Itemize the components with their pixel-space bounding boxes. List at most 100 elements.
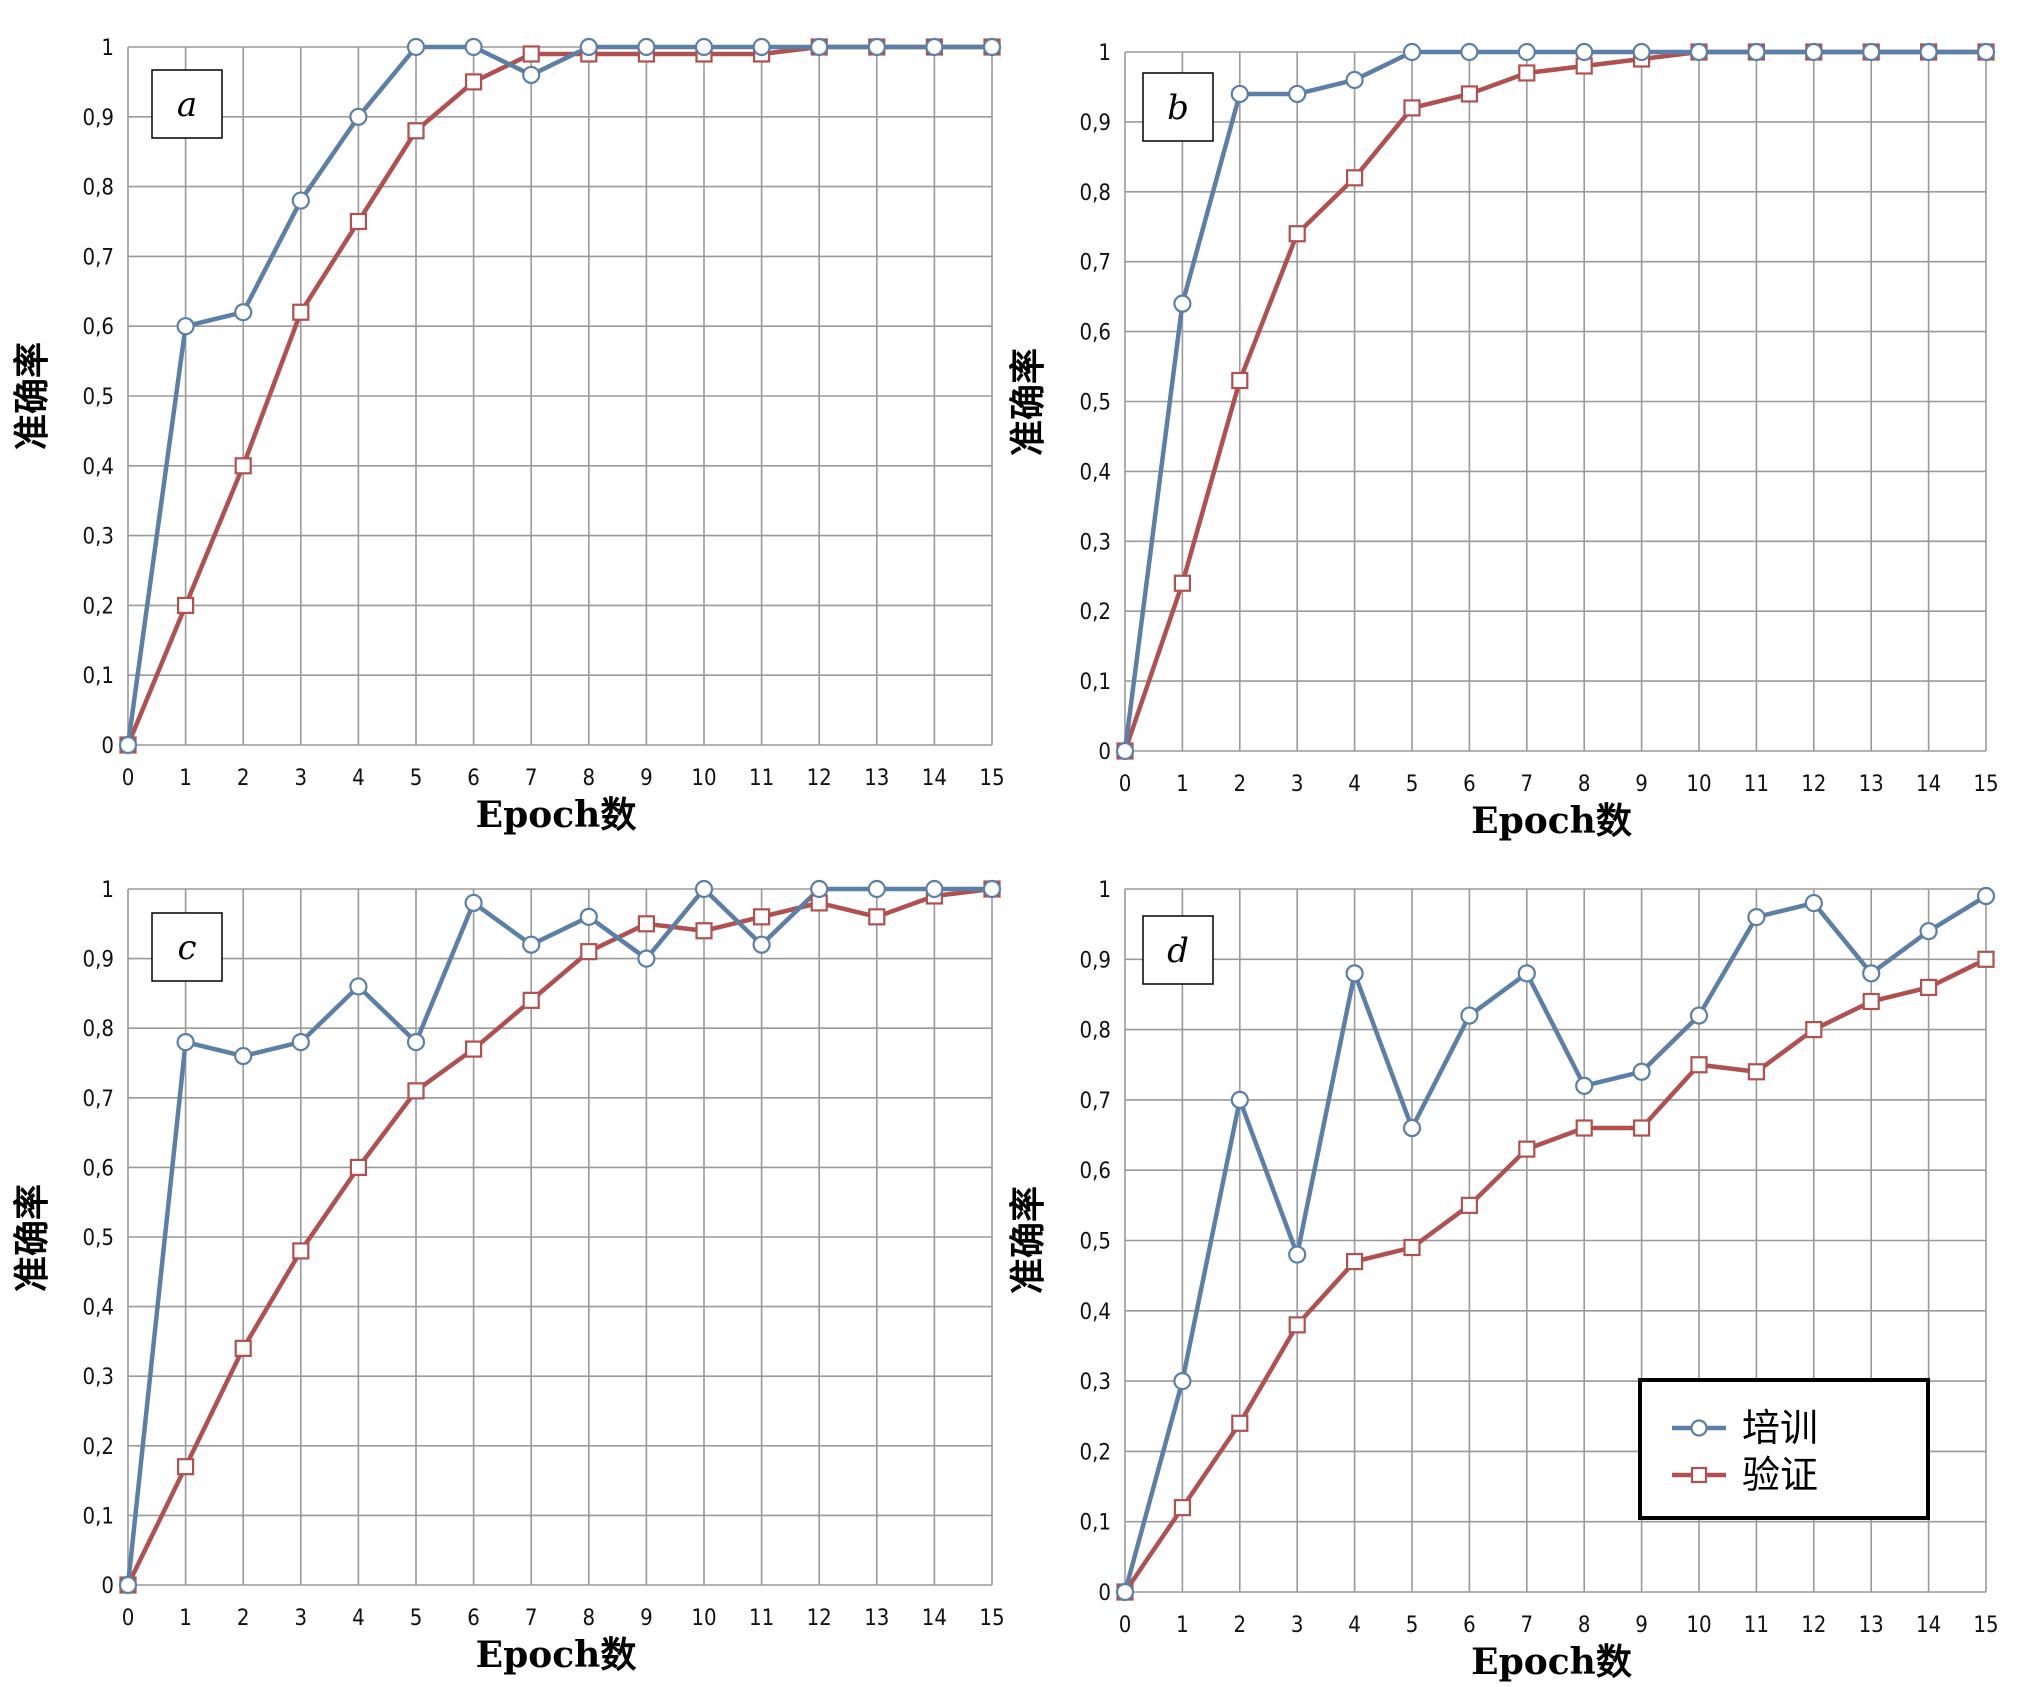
data-point-val — [1632, 1119, 1651, 1137]
data-point-val — [1231, 1414, 1249, 1432]
data-point-val — [1288, 225, 1306, 243]
x-tick-label: 10 — [691, 1606, 716, 1631]
data-point-val — [1919, 978, 1938, 997]
data-point-val — [1345, 169, 1364, 187]
x-tick-label: 15 — [1973, 1613, 1998, 1638]
data-point-train — [406, 1033, 426, 1052]
y-tick-label: 0,3 — [1080, 1370, 1111, 1395]
y-tick-label: 0,5 — [1080, 391, 1111, 416]
data-point-train — [1288, 84, 1307, 104]
data-point-val — [580, 943, 598, 961]
data-point-train — [234, 303, 253, 322]
y-tick-label: 0,2 — [83, 1435, 114, 1460]
x-tick-label: 3 — [1291, 1613, 1304, 1638]
x-tick-label: 10 — [1686, 772, 1711, 797]
data-point-train — [810, 879, 829, 899]
data-point-train — [982, 37, 1002, 57]
y-tick-label: 0,5 — [83, 1226, 114, 1251]
data-point-val — [1690, 1056, 1708, 1074]
x-tick-label: 1 — [179, 766, 192, 791]
series-line-train — [1122, 49, 1986, 752]
data-point-train — [176, 317, 195, 336]
y-tick-label: 0,1 — [83, 664, 114, 689]
chart-panel-c: 00,10,20,30,40,50,60,70,80,910 1 2 3 4 5 6 7 8 9 1… — [11, 878, 1005, 1676]
data-point-train — [522, 65, 541, 85]
y-tick-label: 0 — [101, 1574, 114, 1599]
data-point-train — [118, 1575, 138, 1595]
data-point-val — [407, 122, 425, 140]
y-tick-label: 0,7 — [1080, 1089, 1111, 1114]
data-point-train — [406, 37, 426, 57]
x-tick-label: 1 — [1176, 772, 1189, 797]
data-point-val — [292, 303, 310, 321]
data-point-val — [1862, 992, 1880, 1011]
data-point-train — [925, 37, 944, 57]
x-tick-label: 9 — [1635, 772, 1648, 797]
y-tick-label: 0,3 — [1080, 530, 1111, 555]
x-tick-label: 11 — [749, 766, 774, 791]
x-tick-label: 9 — [640, 766, 653, 791]
data-point-train — [291, 1033, 310, 1052]
data-point-train — [1632, 42, 1651, 62]
data-point-train — [1575, 1076, 1594, 1095]
x-tick-label: 13 — [864, 1606, 889, 1631]
panel-label-box — [151, 69, 223, 139]
x-tick-label: 5 — [1406, 772, 1419, 797]
x-tick-label: 7 — [1521, 772, 1534, 797]
data-point-train — [810, 37, 829, 57]
y-tick-label: 1 — [1098, 41, 1111, 66]
x-axis-title: Epoch数 — [1471, 800, 1632, 842]
y-tick-label: 0 — [1098, 740, 1111, 765]
x-tick-label: 13 — [1859, 772, 1884, 797]
y-tick-label: 0,7 — [83, 245, 114, 270]
data-point-val — [1288, 1316, 1306, 1334]
data-point-val — [1345, 1252, 1364, 1271]
x-tick-label: 4 — [1348, 772, 1361, 797]
y-tick-label: 0,1 — [1080, 670, 1111, 695]
y-tick-label: 0,2 — [1080, 600, 1111, 625]
data-point-train — [1689, 42, 1709, 62]
legend-box — [1638, 1378, 1930, 1520]
data-point-val — [1518, 64, 1536, 82]
data-point-val — [1460, 85, 1479, 103]
y-tick-label: 0,6 — [1080, 1159, 1111, 1184]
data-point-train — [1115, 1582, 1135, 1602]
data-point-val — [1460, 1196, 1479, 1214]
data-point-val — [637, 915, 656, 933]
data-point-train — [1345, 70, 1364, 90]
y-axis-title: 准确率 — [11, 1184, 53, 1292]
x-tick-label: 11 — [1744, 772, 1769, 797]
x-tick-label: 12 — [807, 1606, 832, 1631]
x-tick-label: 8 — [583, 1606, 596, 1631]
data-point-val — [868, 908, 886, 926]
data-point-val — [522, 45, 540, 63]
x-axis-title: Epoch数 — [476, 1634, 637, 1676]
data-point-train — [1517, 964, 1536, 983]
y-tick-label: 0,2 — [83, 594, 114, 619]
data-point-val — [752, 908, 771, 926]
y-tick-label: 0,9 — [1080, 111, 1111, 136]
panel-label-box — [1142, 72, 1214, 142]
y-tick-label: 0,8 — [1080, 1019, 1111, 1044]
y-tick-label: 0,9 — [83, 948, 114, 973]
x-tick-label: 14 — [1916, 1613, 1941, 1638]
data-point-val — [695, 922, 713, 940]
x-tick-label: 12 — [1801, 1613, 1826, 1638]
x-tick-label: 2 — [237, 766, 250, 791]
chart-panel-b: 00,10,20,30,40,50,60,70,80,910 1 2 3 4 5 6 7 8 9 1… — [1007, 41, 1999, 842]
panel-label: c — [177, 928, 196, 968]
x-tick-label: 11 — [749, 1606, 774, 1631]
x-axis-title: Epoch数 — [476, 794, 637, 836]
data-point-train — [1402, 1118, 1422, 1138]
y-tick-label: 0,4 — [83, 455, 114, 480]
x-tick-label: 3 — [295, 766, 308, 791]
x-tick-label: 6 — [1463, 1613, 1476, 1638]
x-tick-label: 15 — [979, 1606, 1004, 1631]
x-tick-label: 7 — [525, 1606, 538, 1631]
y-tick-label: 0,3 — [83, 525, 114, 550]
data-point-train — [522, 935, 541, 954]
data-point-val — [234, 457, 252, 475]
data-point-train — [1460, 1006, 1479, 1025]
legend-label-val: 验证 — [1742, 1453, 1818, 1497]
x-tick-label: 6 — [1463, 772, 1476, 797]
